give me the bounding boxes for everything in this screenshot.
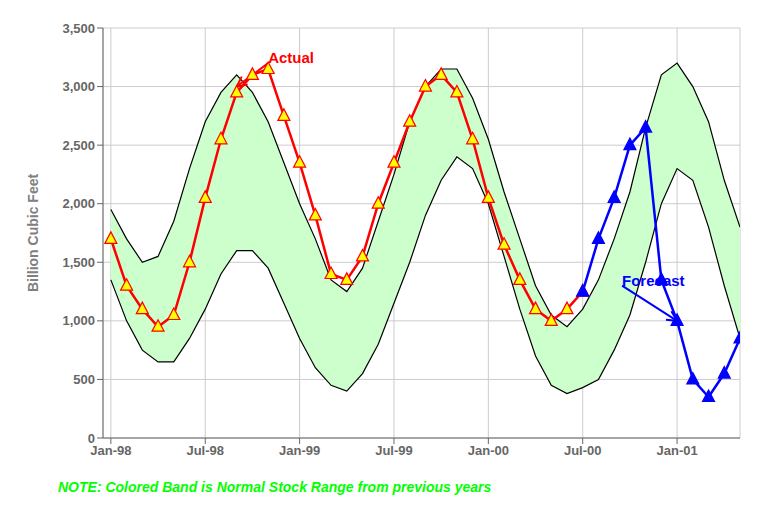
svg-text:Forecast: Forecast [622, 272, 685, 289]
svg-text:0: 0 [88, 431, 95, 446]
svg-text:500: 500 [73, 372, 95, 387]
svg-text:Billion Cubic Feet: Billion Cubic Feet [25, 174, 41, 293]
svg-text:Jan-99: Jan-99 [279, 443, 320, 458]
svg-text:Jul-99: Jul-99 [375, 443, 413, 458]
svg-text:3,500: 3,500 [62, 21, 95, 36]
svg-text:Jul-98: Jul-98 [186, 443, 224, 458]
svg-text:Actual: Actual [268, 49, 314, 66]
svg-text:2,000: 2,000 [62, 196, 95, 211]
svg-text:2,500: 2,500 [62, 138, 95, 153]
html-text:NOTE: Colored Band is Normal S: NOTE: Colored Band is Normal Stock Range… [58, 479, 492, 495]
svg-text:Jan-01: Jan-01 [656, 443, 697, 458]
svg-text:Jan-98: Jan-98 [90, 443, 131, 458]
svg-text:Jul-00: Jul-00 [564, 443, 602, 458]
svg-text:1,500: 1,500 [62, 255, 95, 270]
svg-text:3,000: 3,000 [62, 79, 95, 94]
svg-text:Jan-00: Jan-00 [468, 443, 509, 458]
svg-text:1,000: 1,000 [62, 313, 95, 328]
